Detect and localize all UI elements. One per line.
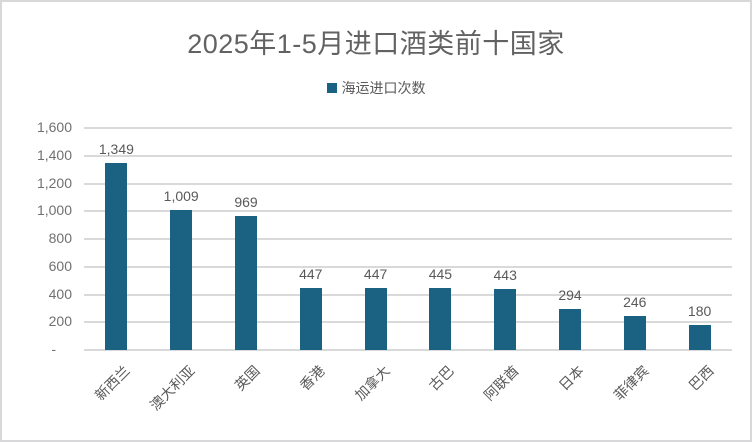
bar-value-label: 294 [558,287,582,304]
bar-value-label: 443 [493,266,517,283]
y-axis-tick-label: 400 [48,285,72,302]
bar [364,287,387,350]
bar-value-label: 447 [363,265,388,282]
bar-value-label: 180 [687,303,712,320]
y-axis-tick-label: 800 [48,230,72,246]
y-axis-tick-label: - [51,341,56,357]
x-axis-category-label: 巴西 [685,362,717,394]
x-axis-category-label: 古巴 [426,362,458,394]
y-axis-tick-label: 1,400 [36,146,72,163]
y-axis-tick-label: 200 [48,313,72,330]
bar [559,309,581,350]
y-axis-tick-label: 1,200 [36,174,72,191]
x-axis-category-label: 新西兰 [92,362,134,404]
gridline [84,210,732,213]
bar [105,162,128,350]
gridline [84,127,732,129]
gridline [84,265,732,268]
x-axis-category-label: 英国 [231,362,263,394]
x-axis-category-label: 菲律宾 [610,362,652,404]
y-axis-tick-label: 1,000 [36,202,72,219]
bar [494,288,517,350]
x-axis-line [84,349,732,351]
x-axis-category-label: 阿联酋 [480,362,522,404]
y-axis-tick-label: 600 [48,257,72,274]
gridline [84,321,732,324]
legend: 海运进口次数 [2,78,750,98]
bar-value-label: 1,349 [98,140,134,157]
bar-value-label: 969 [234,193,258,210]
bar [688,325,711,350]
gridline [84,238,732,240]
bar-value-label: 246 [623,293,647,310]
bar [299,287,322,350]
gridline [84,182,732,185]
bar-value-label: 447 [299,265,323,282]
gridline [84,154,732,157]
chart-title: 2025年1-5月进口酒类前十国家 [187,29,565,59]
bar-value-label: 445 [428,266,453,283]
x-axis-category-label: 澳大利亚 [147,362,198,414]
gridline [84,293,732,296]
x-axis-category-label: 香港 [296,362,328,394]
bar [429,288,452,350]
x-axis-category-label: 日本 [555,362,587,394]
legend-marker-square-icon [326,83,337,93]
legend-label: 海运进口次数 [341,80,426,96]
bar [170,210,193,350]
bar-value-label: 1,009 [163,188,199,204]
y-axis-tick-label: 1,600 [36,119,72,135]
bar [235,215,257,350]
x-axis-category-label: 加拿大 [351,362,393,404]
bar [623,315,646,350]
